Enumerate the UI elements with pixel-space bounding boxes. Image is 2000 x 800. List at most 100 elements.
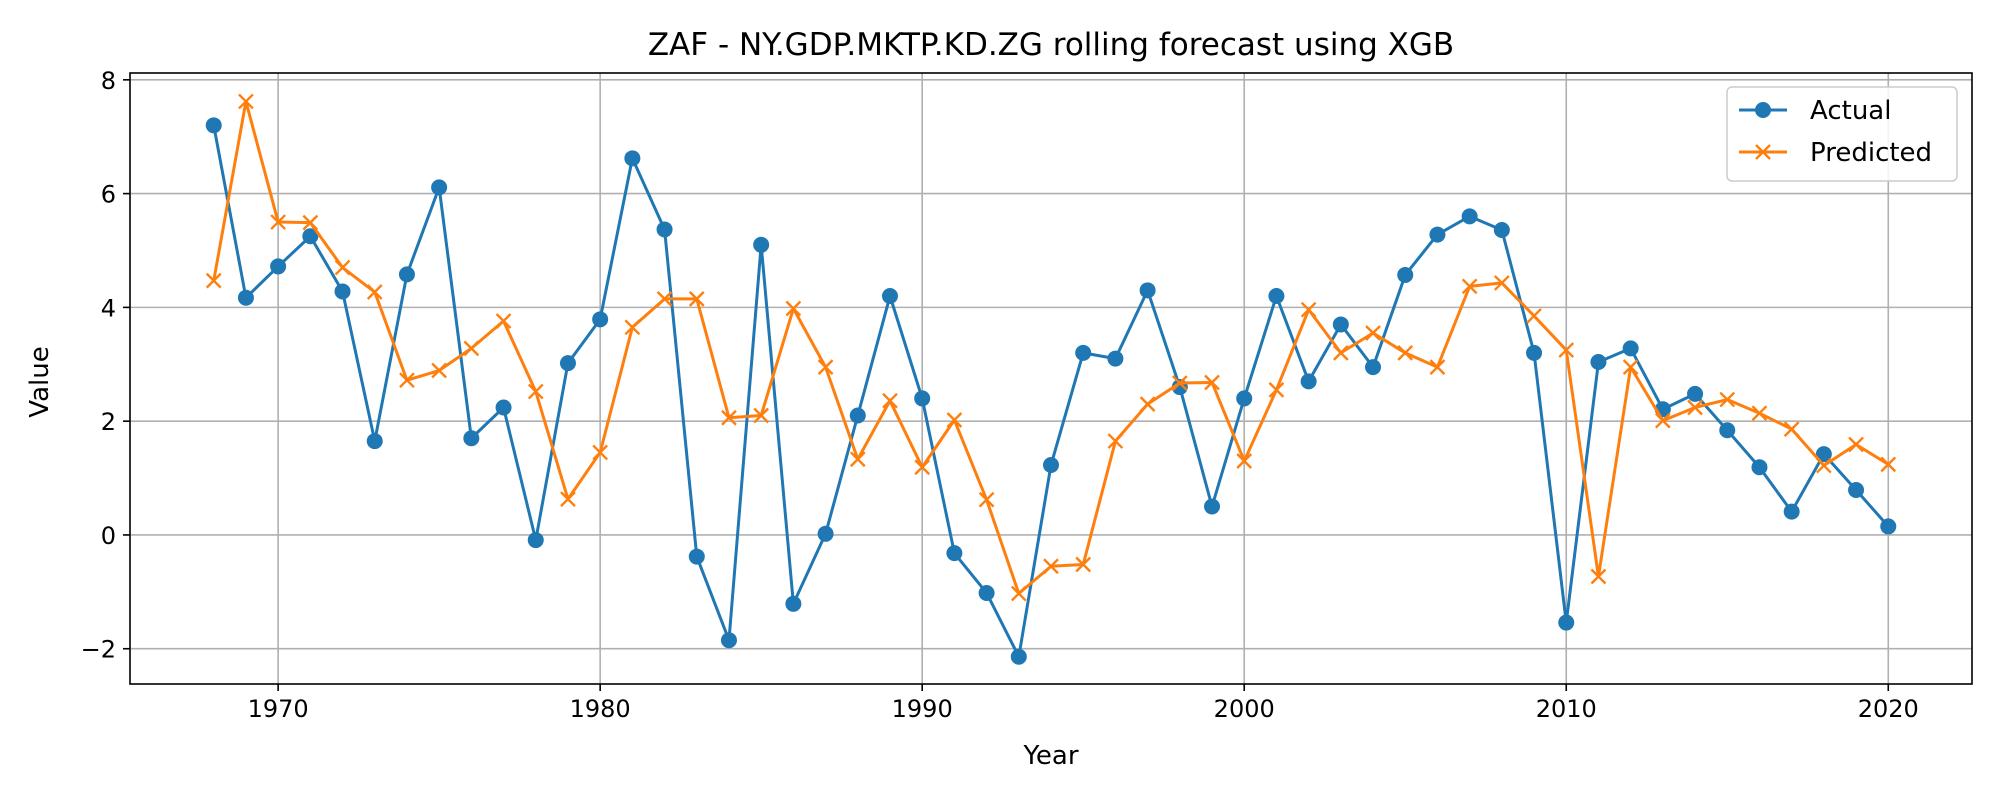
- data-point-predicted: [1783, 421, 1800, 437]
- data-point-predicted: [914, 459, 931, 476]
- data-point-predicted: [1075, 556, 1092, 573]
- data-point-predicted: [302, 214, 319, 231]
- data-point-predicted: [1171, 375, 1188, 391]
- legend-item-predicted: Predicted: [1739, 138, 1932, 168]
- data-point-predicted: [1816, 457, 1832, 474]
- data-point-predicted: [1204, 374, 1220, 391]
- data-point-actual: [1300, 373, 1317, 390]
- data-point-predicted: [1236, 453, 1253, 469]
- legend-marker-actual: [1755, 102, 1771, 118]
- data-point-actual: [1043, 456, 1059, 473]
- data-point-predicted: [1429, 359, 1446, 375]
- data-point-predicted: [366, 284, 383, 300]
- data-point-actual: [914, 390, 931, 407]
- data-point-actual: [1751, 459, 1768, 476]
- data-point-actual: [527, 532, 544, 549]
- data-point-actual: [1204, 498, 1221, 515]
- data-point-predicted: [527, 383, 544, 400]
- data-point-predicted: [1687, 399, 1703, 416]
- data-point-predicted: [1365, 325, 1381, 341]
- x-tick-label: 1990: [892, 695, 953, 723]
- data-point-actual: [237, 289, 254, 306]
- data-point-actual: [1397, 266, 1414, 283]
- data-point-actual: [1622, 340, 1639, 357]
- legend-label-actual: Actual: [1810, 96, 1891, 126]
- data-point-actual: [946, 545, 963, 562]
- data-point-predicted: [1332, 345, 1349, 361]
- data-point-actual: [1526, 344, 1543, 361]
- data-point-predicted: [1461, 278, 1478, 295]
- data-point-predicted: [431, 362, 447, 379]
- data-point-actual: [1815, 446, 1832, 463]
- data-point-predicted: [1107, 433, 1124, 449]
- data-point-actual: [1075, 344, 1092, 361]
- data-point-predicted: [560, 491, 576, 507]
- data-point-predicted: [624, 319, 641, 336]
- data-point-actual: [592, 311, 609, 328]
- data-point-actual: [1332, 316, 1349, 333]
- data-point-predicted: [1590, 568, 1607, 585]
- x-tick-label: 2000: [1214, 695, 1275, 723]
- data-point-actual: [1848, 482, 1865, 499]
- data-point-actual: [817, 525, 834, 542]
- data-point-actual: [1236, 390, 1253, 407]
- data-point-actual: [302, 228, 319, 245]
- y-tick-label: 6: [101, 181, 116, 209]
- data-point-predicted: [753, 407, 770, 424]
- series-predicted: [205, 93, 1897, 602]
- data-point-actual: [270, 258, 287, 275]
- data-point-predicted: [238, 93, 254, 110]
- data-point-actual: [785, 595, 802, 612]
- data-point-predicted: [721, 409, 737, 426]
- data-point-actual: [1365, 359, 1382, 376]
- data-point-actual: [624, 150, 641, 167]
- data-point-predicted: [495, 313, 512, 329]
- y-tick-label: 8: [101, 67, 116, 95]
- data-point-predicted: [1010, 585, 1027, 602]
- y-tick-label: 2: [101, 408, 116, 436]
- data-point-predicted: [270, 214, 286, 230]
- data-point-actual: [1880, 518, 1897, 535]
- y-tick-label: −2: [81, 636, 116, 664]
- axis-ticks: 1970 1980 1990 2000 2010 2020 −2 0 2 4 6 8: [81, 67, 1919, 723]
- data-point-actual: [463, 430, 480, 447]
- y-axis-label: Value: [25, 346, 55, 417]
- data-point-predicted: [656, 291, 673, 307]
- legend-item-actual: Actual: [1739, 96, 1891, 126]
- data-point-predicted: [1751, 405, 1768, 422]
- data-point-predicted: [1526, 308, 1542, 324]
- x-tick-label: 1970: [248, 695, 309, 723]
- data-point-actual: [753, 236, 770, 253]
- data-point-predicted: [1268, 382, 1285, 398]
- data-point-predicted: [399, 372, 415, 389]
- data-point-predicted: [592, 444, 609, 461]
- data-point-predicted: [1397, 345, 1414, 361]
- chart-title: ZAF - NY.GDP.MKTP.KD.ZG rolling forecast…: [648, 27, 1454, 63]
- data-point-predicted: [688, 291, 705, 307]
- data-point-predicted: [882, 392, 898, 409]
- x-tick-label: 2020: [1858, 695, 1919, 723]
- data-point-actual: [656, 221, 673, 238]
- data-point-actual: [849, 407, 866, 424]
- data-point-actual: [1107, 350, 1124, 367]
- data-point-actual: [1429, 226, 1446, 243]
- data-point-actual: [1139, 282, 1156, 299]
- data-point-predicted: [1300, 301, 1317, 318]
- data-point-predicted: [1880, 456, 1897, 473]
- data-point-actual: [720, 632, 737, 649]
- data-point-actual: [1719, 422, 1736, 439]
- data-point-actual: [978, 584, 995, 601]
- data-point-predicted: [1493, 275, 1510, 291]
- data-point-actual: [398, 266, 415, 283]
- x-tick-label: 1980: [570, 695, 631, 723]
- data-point-actual: [1493, 222, 1510, 239]
- data-point-actual: [1010, 648, 1027, 665]
- data-point-actual: [1461, 208, 1478, 225]
- data-point-predicted: [205, 272, 222, 289]
- data-point-predicted: [1622, 359, 1639, 375]
- y-tick-label: 4: [101, 294, 116, 322]
- data-point-actual: [495, 399, 512, 416]
- data-point-actual: [205, 117, 222, 134]
